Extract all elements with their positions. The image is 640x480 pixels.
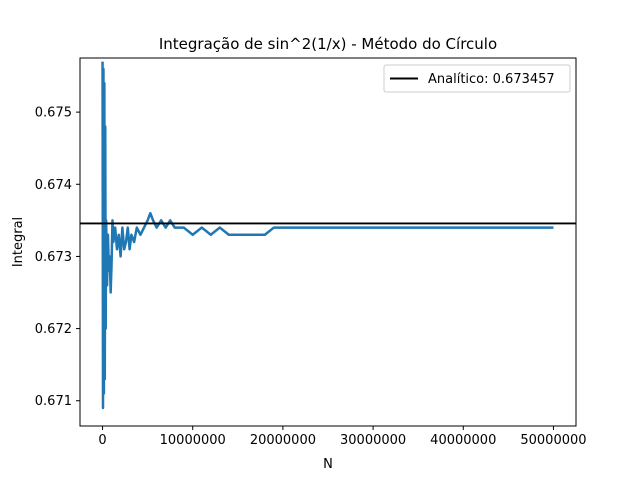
plot-frame <box>79 57 577 427</box>
series-line <box>101 61 554 410</box>
y-axis: 0.671 0.672 0.673 0.674 0.675 <box>35 106 80 409</box>
x-tick-label: 0 <box>98 433 106 448</box>
plot-area <box>80 61 576 410</box>
x-axis: 0 10000000 20000000 30000000 40000000 5000000… <box>98 426 587 448</box>
y-tick-label: 0.675 <box>35 106 72 121</box>
x-tick-label: 30000000 <box>340 433 406 448</box>
x-tick-label: 50000000 <box>520 433 586 448</box>
chart-title: Integração de sin^2(1/x) - Método do Cír… <box>159 35 497 53</box>
y-tick-label: 0.671 <box>35 394 72 409</box>
x-tick-label: 20000000 <box>250 433 316 448</box>
y-tick-label: 0.672 <box>35 322 72 337</box>
legend: Analítico: 0.673457 <box>383 64 571 93</box>
y-axis-label: Integral <box>11 217 26 267</box>
x-tick-label: 10000000 <box>160 433 226 448</box>
x-axis-label: N <box>323 457 333 472</box>
y-tick-label: 0.673 <box>35 250 72 265</box>
x-tick-label: 40000000 <box>430 433 496 448</box>
legend-label: Analítico: 0.673457 <box>428 72 555 87</box>
y-tick-label: 0.674 <box>35 178 72 193</box>
legend-box <box>383 64 571 93</box>
